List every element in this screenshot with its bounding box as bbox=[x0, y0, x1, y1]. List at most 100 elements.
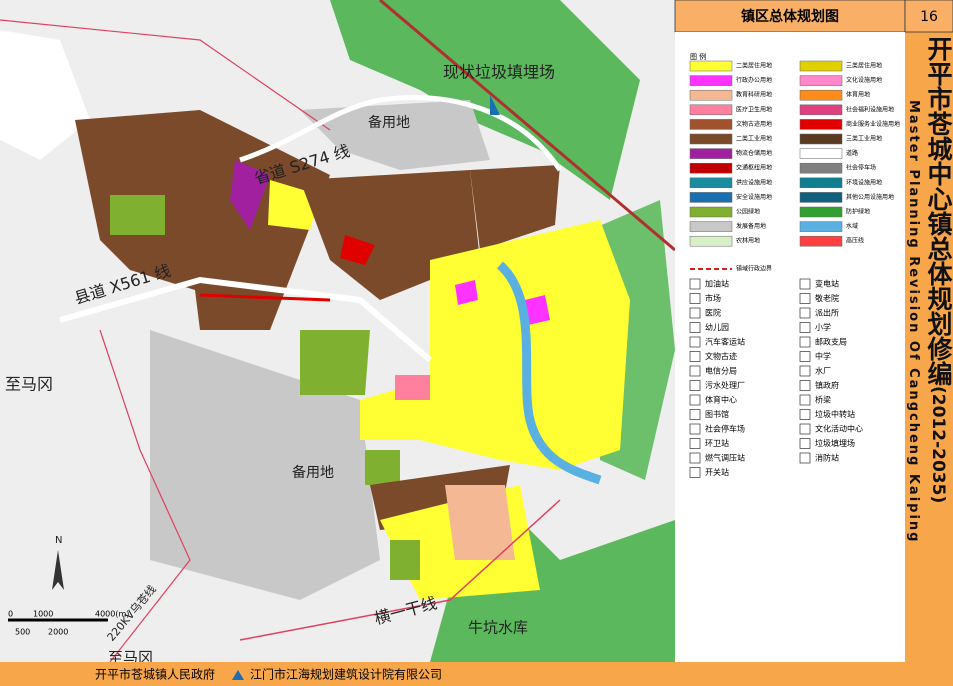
legend-swatch bbox=[689, 119, 733, 130]
facility-icon bbox=[689, 452, 701, 464]
facility-label: 变电站 bbox=[815, 279, 839, 289]
legend-swatch bbox=[689, 60, 733, 72]
title-years: (2012-2035) bbox=[928, 386, 948, 504]
facility-icon bbox=[689, 380, 701, 391]
legend-swatch bbox=[799, 148, 843, 159]
legend: 二类居住用地行政办公用地教育科研用地医疗卫生用地文物古迹用地二类工业用地物流仓储… bbox=[689, 60, 900, 478]
legend-label: 三类居住用地 bbox=[846, 62, 882, 70]
facility-icon bbox=[799, 380, 811, 391]
facility-label: 小学 bbox=[815, 322, 831, 332]
legend-swatch bbox=[689, 177, 733, 189]
facility-label: 社会停车场 bbox=[705, 424, 745, 434]
footer-right: 江门市江海规划建筑设计院有限公司 bbox=[250, 667, 442, 682]
facility-label: 幼儿园 bbox=[705, 322, 729, 332]
facility-icon bbox=[799, 307, 811, 319]
facility-label: 图书馆 bbox=[705, 409, 729, 419]
legend-swatch bbox=[799, 177, 843, 189]
legend-heading: 图 例 bbox=[690, 52, 706, 61]
legend-label: 文化设施用地 bbox=[846, 76, 882, 84]
footer-left: 开平市苍城镇人民政府 bbox=[95, 667, 215, 682]
legend-label: 二类居住用地 bbox=[736, 62, 772, 70]
sheet-title: 镇区总体规划图 bbox=[741, 8, 839, 25]
facility-icon bbox=[689, 307, 701, 319]
legend-label: 行政办公用地 bbox=[736, 76, 772, 84]
legend-swatch bbox=[689, 89, 733, 101]
facility-icon bbox=[799, 293, 811, 304]
legend-label: 发展备用地 bbox=[736, 222, 766, 230]
legend-swatch bbox=[689, 221, 733, 232]
legend-swatch bbox=[689, 148, 733, 159]
scale-label: 2000 bbox=[48, 628, 68, 637]
legend-label: 交通枢纽用地 bbox=[736, 164, 772, 172]
legend-swatch bbox=[689, 235, 733, 247]
legend-swatch bbox=[799, 104, 843, 116]
facility-icon bbox=[689, 351, 701, 362]
facility-icon bbox=[689, 365, 701, 377]
legend-swatch bbox=[799, 192, 843, 203]
legend-label: 高压线 bbox=[846, 237, 864, 245]
map-label: 备用地 bbox=[368, 114, 410, 131]
title-box bbox=[674, 0, 906, 33]
legend-label: 社会福利设施用地 bbox=[846, 105, 894, 113]
legend-swatch bbox=[799, 60, 843, 72]
scale-label: 500 bbox=[15, 628, 30, 637]
legend-label: 文物古迹用地 bbox=[736, 120, 772, 128]
map-layers bbox=[0, 0, 676, 663]
legend-swatch bbox=[689, 75, 733, 86]
map-label: 牛坑水库 bbox=[468, 619, 528, 637]
legend-swatch bbox=[799, 206, 843, 218]
facility-label: 垃圾中转站 bbox=[815, 409, 855, 419]
facility-icon bbox=[799, 351, 811, 362]
legend-label: 环境设施用地 bbox=[846, 178, 882, 186]
legend-label: 农林用地 bbox=[736, 237, 760, 245]
legend-swatch bbox=[689, 133, 733, 145]
legend-swatch bbox=[799, 119, 843, 130]
title-chinese: 开平市苍城中心镇总体规划修编 bbox=[924, 36, 953, 386]
facility-icon bbox=[689, 423, 701, 435]
facility-label: 敬老院 bbox=[815, 293, 839, 303]
facility-icon bbox=[689, 467, 701, 478]
north-label: N bbox=[55, 535, 62, 546]
facility-icon bbox=[799, 452, 811, 464]
facility-icon bbox=[689, 293, 701, 304]
legend-label: 供应设施用地 bbox=[736, 178, 772, 186]
legend-label: 物流仓储用地 bbox=[736, 149, 772, 157]
legend-label: 防护绿地 bbox=[846, 208, 870, 216]
facility-label: 开关站 bbox=[705, 467, 729, 477]
facility-label: 加油站 bbox=[705, 279, 729, 289]
scale-label: 0 bbox=[8, 610, 13, 619]
footer-bar bbox=[0, 662, 905, 686]
legend-swatch bbox=[799, 235, 843, 247]
legend-swatch bbox=[689, 206, 733, 218]
facility-label: 桥梁 bbox=[815, 395, 831, 405]
facility-label: 汽车客运站 bbox=[705, 337, 745, 347]
scale-bar: 0 1000 4000(m) 500 2000 bbox=[8, 610, 129, 637]
map-label: 备用地 bbox=[292, 464, 334, 481]
legend-label: 社会停车场 bbox=[846, 164, 876, 172]
facility-label: 邮政支局 bbox=[815, 337, 847, 347]
legend-swatch bbox=[799, 133, 843, 145]
facility-label: 文物古迹 bbox=[705, 351, 737, 361]
legend-swatch bbox=[799, 75, 843, 86]
facility-icon bbox=[799, 336, 811, 348]
legend-swatch bbox=[799, 162, 843, 174]
facility-label: 医院 bbox=[705, 308, 721, 318]
title-english: Master Planning Revision Of Cangcheng Ka… bbox=[906, 100, 921, 544]
facility-icon bbox=[799, 394, 811, 406]
facility-icon bbox=[799, 322, 811, 333]
facility-label: 污水处理厂 bbox=[705, 380, 745, 390]
legend-label: 镇域行政边界 bbox=[736, 265, 772, 273]
facility-icon bbox=[689, 322, 701, 333]
map-label: 至马冈 bbox=[5, 375, 53, 394]
facility-icon bbox=[689, 438, 701, 449]
legend-swatch bbox=[799, 221, 843, 232]
facility-icon bbox=[799, 409, 811, 420]
facility-icon bbox=[799, 278, 811, 290]
facility-label: 中学 bbox=[815, 351, 831, 361]
facility-icon bbox=[799, 365, 811, 377]
vertical-title: 开平市苍城中心镇总体规划修编(2012-2035) bbox=[924, 36, 953, 504]
legend-swatch bbox=[799, 89, 843, 101]
facility-icon bbox=[689, 336, 701, 348]
facility-label: 文化活动中心 bbox=[815, 424, 863, 434]
